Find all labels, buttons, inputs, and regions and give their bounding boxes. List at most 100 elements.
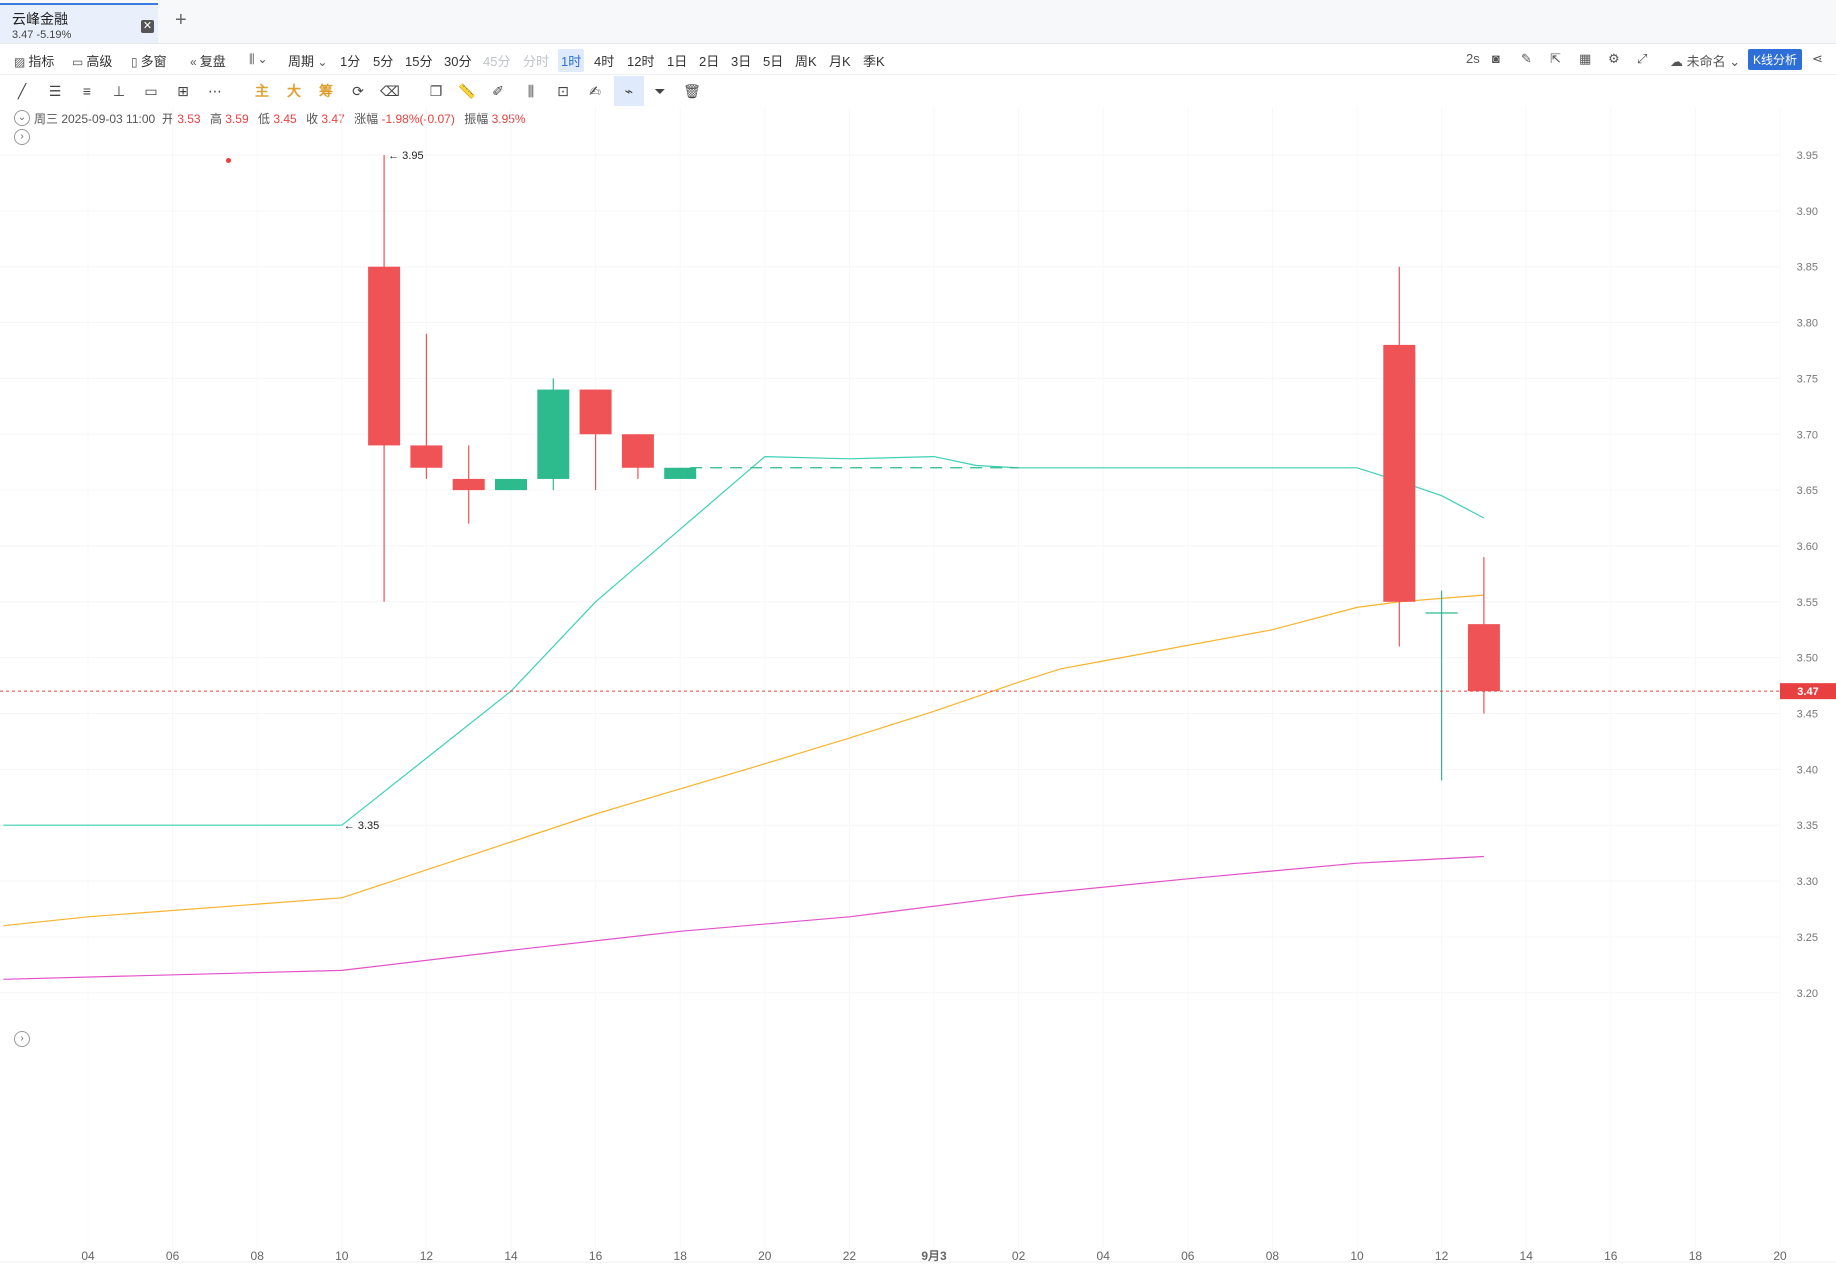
candle-body: [621, 434, 654, 468]
magnet-icon[interactable]: ⌁: [614, 76, 644, 106]
collapse-info-icon[interactable]: ⌄: [14, 110, 30, 126]
y-tick-label: 3.20: [1797, 988, 1818, 1000]
period-5d[interactable]: 5日: [763, 54, 784, 69]
moving-average-lines: [3, 455, 1485, 980]
tab-bar: 云峰金融 3.47 -5.19% ✕ +: [0, 0, 1836, 44]
period-15m[interactable]: 15分: [405, 54, 433, 69]
eraser-icon[interactable]: ⌫: [380, 83, 400, 99]
period-1h[interactable]: 1时: [558, 49, 585, 72]
pen-icon[interactable]: ✎: [1521, 51, 1532, 66]
lock-icon[interactable]: ⊡: [557, 83, 569, 99]
horizontal-line-tool-icon[interactable]: ⊥: [112, 83, 126, 99]
ohlc-info: 周三 2025-09-03 11:00 开 3.53 高 3.59 低 3.45…: [34, 112, 526, 126]
info-change: -1.98%(-0.07): [381, 112, 455, 126]
period-5m[interactable]: 5分: [373, 54, 394, 69]
period-week[interactable]: 周K: [795, 54, 817, 69]
brush-icon[interactable]: ✐: [492, 83, 504, 99]
advanced-button[interactable]: ▭ 高级: [72, 54, 113, 69]
copy-icon[interactable]: ❐: [429, 83, 443, 99]
rectangle-tool-icon[interactable]: ▭: [144, 83, 158, 99]
kline-compare-icon[interactable]: ⫼: [527, 83, 535, 99]
add-tab-icon[interactable]: +: [175, 9, 187, 31]
replay-button[interactable]: «复盘: [190, 54, 226, 69]
kline-chart[interactable]: 3.95 3.90 3.85 3.80 3.75 3.70 3.65 3.60 3.55 3.50…: [0, 107, 1836, 1270]
candle-body: [1467, 624, 1500, 692]
ma-line-1: [3, 594, 1484, 927]
period-intraday[interactable]: 分时: [523, 54, 550, 69]
parallel-channel-tool-icon[interactable]: ☰: [48, 83, 62, 99]
main-indicator-tool[interactable]: 主: [255, 83, 269, 99]
save-layout-icon[interactable]: ▦: [1579, 51, 1592, 66]
kline-analysis-button[interactable]: K线分析: [1748, 49, 1803, 70]
close-icon[interactable]: ✕: [141, 20, 154, 33]
period-quarter[interactable]: 季K: [863, 54, 885, 69]
trash-icon[interactable]: 🗑: [683, 83, 701, 99]
period-45m[interactable]: 45分: [483, 54, 511, 69]
chart-type-button[interactable]: ⫼ ⌄: [249, 51, 271, 67]
refresh-interval[interactable]: 2s: [1466, 51, 1480, 66]
expand-indicators-icon[interactable]: ›: [14, 129, 30, 145]
camera-icon[interactable]: ◙: [1492, 51, 1500, 66]
candle-body: [495, 478, 527, 491]
x-tick-label: 9月3: [921, 1249, 947, 1263]
tab-stock[interactable]: 云峰金融 3.47 -5.19% ✕: [0, 3, 158, 43]
x-tick-label: 16: [1604, 1249, 1618, 1263]
more-tools-icon[interactable]: ⋯: [208, 83, 222, 99]
trendline-tool-icon[interactable]: ╱: [17, 83, 27, 99]
chevron-down-icon: ⌄: [257, 52, 268, 66]
cloud-icon: ☁: [1670, 54, 1683, 69]
edit-note-icon[interactable]: ✍: [589, 83, 601, 99]
rewind-icon: «: [190, 55, 197, 69]
tab-stock-name: 云峰金融: [12, 11, 68, 27]
period-1d[interactable]: 1日: [667, 54, 688, 69]
indicator-button[interactable]: ▨ 指标: [14, 54, 55, 69]
grid-icon: ▯: [131, 55, 138, 69]
chip-distribution-tool[interactable]: 筹: [319, 83, 333, 99]
y-tick-label: 3.40: [1797, 764, 1818, 776]
x-tick-label: 18: [1689, 1249, 1703, 1263]
cycle-dropdown[interactable]: 周期 ⌄: [288, 54, 328, 69]
last-price-label: 3.47: [1797, 686, 1818, 698]
expand-subchart-icon[interactable]: ›: [14, 1031, 30, 1047]
period-month[interactable]: 月K: [829, 54, 851, 69]
candle-body: [452, 478, 485, 491]
info-close: 3.47: [321, 112, 345, 126]
chevron-down-icon: ⌄: [314, 55, 328, 69]
y-tick-label: 3.30: [1797, 876, 1818, 888]
x-tick-label: 06: [1181, 1249, 1195, 1263]
gear-icon[interactable]: ⚙: [1608, 51, 1620, 66]
fibonacci-tool-icon[interactable]: ≡: [82, 83, 92, 99]
period-1m[interactable]: 1分: [340, 54, 361, 69]
y-tick-label: 3.35: [1797, 820, 1818, 832]
measure-tool-icon[interactable]: ⊞: [177, 83, 189, 99]
share-icon[interactable]: ⋖: [1812, 51, 1823, 66]
filter-icon[interactable]: ⏷: [654, 83, 666, 99]
period-2d[interactable]: 2日: [699, 54, 720, 69]
sync-icon[interactable]: ⟳: [352, 83, 364, 99]
big-order-tool[interactable]: 大: [287, 83, 301, 99]
period-12h[interactable]: 12时: [627, 54, 655, 69]
candlestick-icon: ⫼: [249, 52, 255, 66]
x-tick-label: 06: [166, 1249, 180, 1263]
x-tick-label: 14: [1520, 1249, 1534, 1263]
multiwindow-button[interactable]: ▯ 多窗: [131, 54, 167, 69]
candle-body: [579, 389, 612, 435]
x-axis: 04 06 08 10 12 14 16 18 20 22 9月3 02 04 06 08 10 12 14 16 1…: [81, 1249, 1787, 1263]
y-tick-label: 3.90: [1797, 206, 1818, 218]
ruler-icon[interactable]: 📏: [458, 83, 476, 99]
chart-grid: [0, 107, 1836, 1263]
period-3d[interactable]: 3日: [731, 54, 752, 69]
notification-dot: [226, 158, 231, 163]
export-icon[interactable]: ⇱: [1550, 51, 1561, 66]
layout-dropdown[interactable]: ☁ 未命名 ⌄: [1670, 54, 1741, 69]
x-tick-label: 12: [1435, 1249, 1449, 1263]
tab-stock-quote: 3.47 -5.19%: [12, 29, 72, 41]
period-30m[interactable]: 30分: [444, 54, 472, 69]
fullscreen-icon[interactable]: ⤢: [1637, 51, 1648, 66]
ma-line-2: [3, 855, 1484, 980]
period-4h[interactable]: 4时: [594, 54, 615, 69]
y-tick-label: 3.25: [1797, 932, 1818, 944]
y-tick-label: 3.95: [1797, 150, 1818, 162]
y-tick-label: 3.50: [1797, 653, 1818, 665]
briefcase-icon: ▭: [72, 55, 84, 69]
